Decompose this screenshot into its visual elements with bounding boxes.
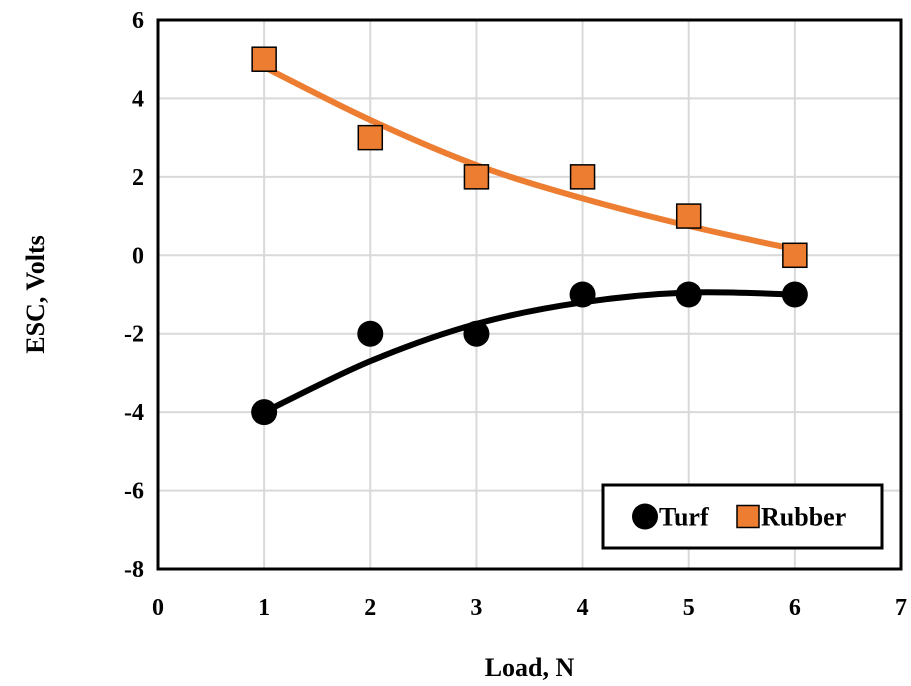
- y-tick-label: 4: [132, 86, 144, 112]
- x-tick-label: 6: [789, 595, 801, 621]
- point-rubber: [251, 46, 277, 72]
- x-tick-label: 1: [258, 595, 270, 621]
- y-tick-label: 2: [132, 165, 144, 191]
- point-turf: [251, 399, 278, 426]
- trend-lines: [261, 64, 798, 416]
- y-axis-title: ESC, Volts: [21, 235, 50, 354]
- legend: Turf Rubber: [601, 483, 884, 550]
- point-rubber: [675, 203, 702, 229]
- trendline-turf: [261, 289, 798, 416]
- point-turf: [781, 281, 808, 308]
- point-rubber: [782, 242, 808, 269]
- x-tick-label: 5: [683, 595, 695, 621]
- point-turf: [463, 320, 490, 347]
- legend-turf-label: Turf: [659, 503, 709, 532]
- plot-area-frame: [156, 18, 903, 571]
- trendline-rubber: [261, 64, 798, 253]
- x-tick-label: 2: [364, 595, 376, 621]
- y-tick-label: 6: [132, 8, 144, 34]
- point-rubber: [463, 164, 490, 190]
- legend-rubber-label: Rubber: [761, 503, 846, 532]
- x-tick-label: 3: [470, 595, 482, 621]
- y-tick-label: -8: [124, 557, 144, 583]
- point-rubber: [357, 124, 384, 151]
- point-turf: [357, 320, 384, 347]
- y-tick-label: -6: [124, 479, 144, 505]
- point-turf: [569, 281, 596, 308]
- x-tick-label: 0: [152, 595, 164, 621]
- y-tick-label: -4: [124, 400, 144, 426]
- legend-turf-marker: [632, 503, 658, 530]
- x-tick-label: 4: [577, 595, 589, 621]
- legend-rubber-marker: [736, 504, 760, 529]
- x-tick-label: 7: [895, 595, 907, 621]
- point-rubber: [569, 164, 596, 190]
- y-tick-label: -2: [124, 322, 144, 348]
- data-points: [251, 46, 808, 426]
- x-axis-title: Load, N: [485, 653, 575, 682]
- y-tick-label: 0: [132, 243, 144, 269]
- tick-labels: 0 1 2 3 4 5 6 7 -8 -6 -4 -2 0 2 4 6: [124, 8, 907, 621]
- point-turf: [675, 281, 702, 308]
